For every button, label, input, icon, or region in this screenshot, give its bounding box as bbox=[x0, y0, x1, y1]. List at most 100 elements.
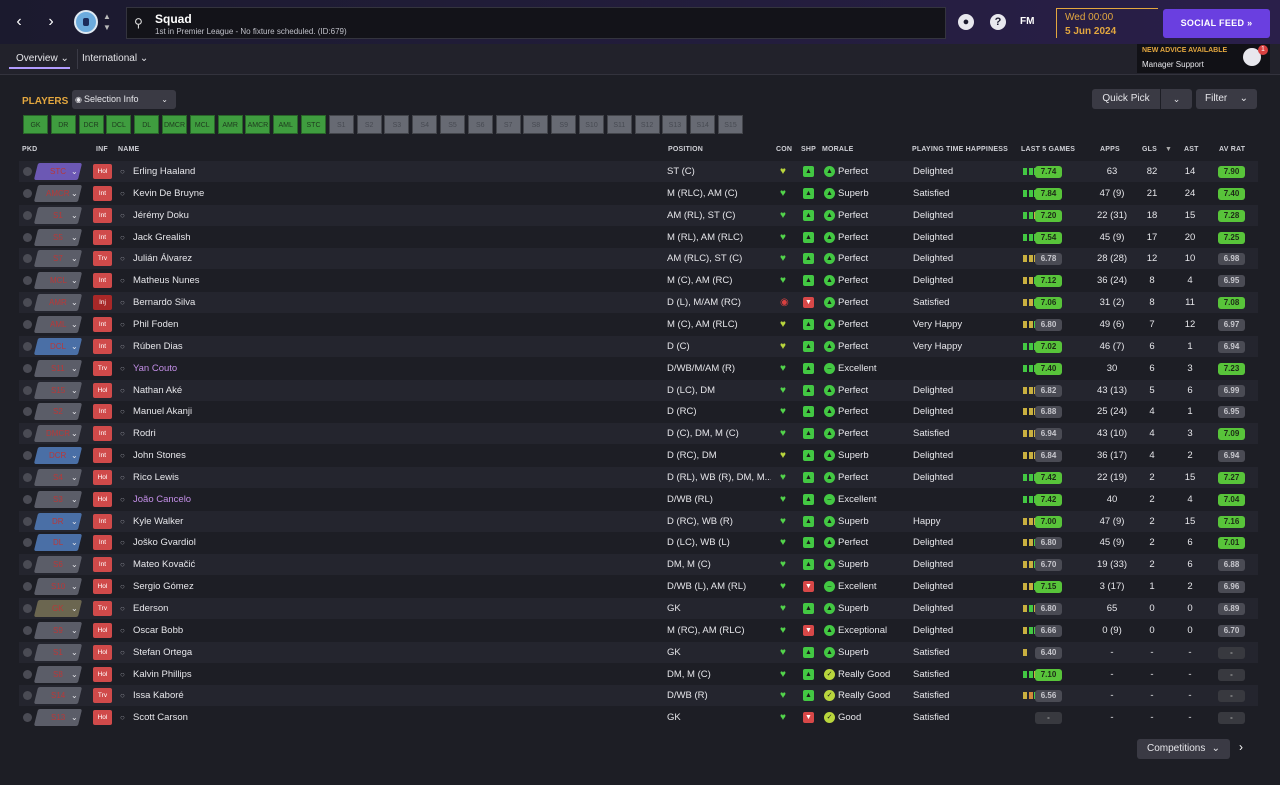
info-badge[interactable]: Inj bbox=[93, 295, 112, 311]
select-checkbox[interactable] bbox=[23, 363, 32, 373]
select-checkbox[interactable] bbox=[23, 429, 32, 439]
position-chip[interactable]: STC bbox=[301, 115, 326, 134]
chevron-down-icon[interactable]: ⌄ bbox=[71, 713, 78, 723]
table-row[interactable]: S5 ⌄ Int ○ Jack Grealish M (RL), AM (RLC) ♥ ▲ ▲ P… bbox=[19, 227, 1258, 248]
info-badge[interactable]: Int bbox=[93, 185, 112, 201]
position-chip[interactable]: MCL bbox=[189, 115, 215, 134]
select-checkbox[interactable] bbox=[23, 232, 32, 242]
select-checkbox[interactable] bbox=[23, 691, 32, 701]
club-badge-icon[interactable] bbox=[74, 10, 98, 34]
info-badge[interactable]: Hol bbox=[93, 579, 112, 595]
position-chip[interactable]: S4 bbox=[412, 115, 438, 134]
select-checkbox[interactable] bbox=[23, 319, 32, 329]
info-badge[interactable]: Trv bbox=[93, 601, 112, 616]
game-date[interactable]: Wed 00:00 5 Jun 2024 bbox=[1056, 8, 1158, 38]
player-name[interactable]: Phil Foden bbox=[133, 318, 179, 330]
table-row[interactable]: S4 ⌄ Hol ○ Rico Lewis D (RL), WB (R), DM, M..… bbox=[19, 466, 1258, 488]
table-row[interactable]: AML ⌄ Int ○ Phil Foden M (C), AM (RLC) ♥ ▲ ▲ Perf… bbox=[19, 314, 1258, 335]
position-chip[interactable]: S11 bbox=[606, 115, 632, 134]
player-name[interactable]: Joško Gvardiol bbox=[133, 537, 196, 549]
position-chip[interactable]: S8 bbox=[523, 115, 549, 134]
info-badge[interactable]: Hol bbox=[93, 382, 112, 398]
info-badge[interactable]: Int bbox=[93, 338, 112, 354]
player-name[interactable]: Rodri bbox=[133, 428, 156, 440]
table-row[interactable]: AMCR ⌄ Int ○ Kevin De Bruyne M (RLC), AM (C) ♥… bbox=[19, 183, 1258, 204]
col-shp[interactable]: SHP bbox=[801, 146, 816, 153]
player-name[interactable]: Rúben Dias bbox=[133, 340, 183, 352]
help-icon[interactable]: ? bbox=[990, 14, 1006, 30]
player-name[interactable]: Kalvin Phillips bbox=[133, 668, 192, 680]
col-happiness[interactable]: PLAYING TIME HAPPINESS bbox=[912, 146, 1008, 153]
select-checkbox[interactable] bbox=[23, 298, 32, 308]
col-pkd[interactable]: PKD bbox=[22, 146, 38, 153]
select-checkbox[interactable] bbox=[23, 407, 32, 417]
chevron-right-icon[interactable]: › bbox=[1239, 740, 1243, 754]
info-badge[interactable]: Trv bbox=[93, 688, 112, 704]
table-row[interactable]: S2 ⌄ Int ○ Manuel Akanji D (RC) ♥ ▲ ▲ Perfect Deli… bbox=[19, 401, 1258, 422]
chevron-down-icon[interactable]: ⌄ bbox=[71, 298, 78, 308]
chevron-down-icon[interactable]: ⌄ bbox=[71, 429, 78, 439]
info-badge[interactable]: Hol bbox=[93, 469, 112, 485]
player-name[interactable]: John Stones bbox=[133, 450, 186, 462]
chevron-down-icon[interactable]: ⌄ bbox=[71, 363, 78, 373]
select-checkbox[interactable] bbox=[23, 713, 32, 723]
table-row[interactable]: S9 ⌄ Hol ○ Oscar Bobb M (RC), AM (RLC) ♥ ▼ ▲ Exce… bbox=[19, 620, 1258, 641]
table-row[interactable]: DCL ⌄ Int ○ Rúben Dias D (C) ♥ ▲ ▲ Perfect Very Ha… bbox=[19, 335, 1258, 357]
player-name[interactable]: Kyle Walker bbox=[133, 515, 184, 527]
chevron-down-icon[interactable]: ⌄ bbox=[71, 604, 78, 613]
forward-arrow-icon[interactable]: › bbox=[48, 13, 54, 30]
quick-pick-button[interactable]: Quick Pick bbox=[1092, 89, 1160, 109]
chevron-down-icon[interactable]: ⌄ bbox=[71, 691, 78, 701]
select-checkbox[interactable] bbox=[23, 341, 32, 351]
info-badge[interactable]: Hol bbox=[93, 666, 112, 682]
select-checkbox[interactable] bbox=[23, 647, 32, 657]
table-row[interactable]: S15 ⌄ Hol ○ Nathan Aké D (LC), DM ♥ ▲ ▲ Perfect De… bbox=[19, 379, 1258, 401]
player-name[interactable]: Oscar Bobb bbox=[133, 624, 184, 636]
info-badge[interactable]: Int bbox=[93, 207, 112, 223]
info-badge[interactable]: Hol bbox=[93, 164, 112, 179]
position-chip[interactable]: AMCR bbox=[245, 115, 271, 134]
select-checkbox[interactable] bbox=[23, 516, 32, 526]
table-row[interactable]: S6 ⌄ Int ○ Mateo Kovačić DM, M (C) ♥ ▲ ▲ Superb De… bbox=[19, 554, 1258, 576]
chevron-down-icon[interactable]: ⌄ bbox=[71, 494, 78, 504]
chevron-down-icon[interactable]: ⌄ bbox=[71, 451, 78, 461]
social-feed-button[interactable]: SOCIAL FEED » bbox=[1163, 9, 1270, 38]
table-row[interactable]: S8 ⌄ Hol ○ Kalvin Phillips DM, M (C) ♥ ▲ ✓ Really… bbox=[19, 664, 1258, 685]
table-row[interactable]: S14 ⌄ Trv ○ Issa Kaboré D/WB (R) ♥ ▲ ✓ Really Goo… bbox=[19, 685, 1258, 707]
player-name[interactable]: Erling Haaland bbox=[133, 166, 196, 177]
player-name[interactable]: Sergio Gómez bbox=[133, 581, 194, 593]
table-row[interactable]: S7 ⌄ Trv ○ Julián Álvarez AM (RLC), ST (C) ♥ ▲ ▲… bbox=[19, 248, 1258, 270]
player-name[interactable]: Jérémy Doku bbox=[133, 209, 189, 221]
info-badge[interactable]: Hol bbox=[93, 491, 112, 507]
player-name[interactable]: Stefan Ortega bbox=[133, 646, 193, 658]
info-badge[interactable]: Int bbox=[93, 426, 112, 442]
col-ast[interactable]: AST bbox=[1184, 146, 1199, 153]
chevron-down-icon[interactable]: ⌄ bbox=[71, 516, 78, 526]
position-chip[interactable]: S9 bbox=[551, 115, 577, 134]
info-badge[interactable]: Int bbox=[93, 448, 112, 464]
position-chip[interactable]: S2 bbox=[356, 115, 382, 134]
col-con[interactable]: CON bbox=[776, 146, 793, 153]
select-checkbox[interactable] bbox=[23, 604, 32, 613]
select-checkbox[interactable] bbox=[23, 188, 32, 198]
competitions-button[interactable]: Competitions ⌄ bbox=[1137, 739, 1230, 759]
chevron-down-icon[interactable]: ⌄ bbox=[71, 341, 78, 351]
position-chip[interactable]: S12 bbox=[634, 115, 660, 134]
player-name[interactable]: Rico Lewis bbox=[133, 471, 179, 483]
col-inf[interactable]: INF bbox=[96, 146, 108, 153]
chevron-down-icon[interactable]: ⌄ bbox=[71, 319, 78, 329]
select-checkbox[interactable] bbox=[23, 538, 32, 548]
table-row[interactable]: STC ⌄ Hol ○ Erling Haaland ST (C) ♥ ▲ ▲ Perfect De… bbox=[19, 161, 1258, 182]
chevron-down-icon[interactable]: ⌄ bbox=[71, 582, 78, 592]
info-badge[interactable]: Int bbox=[93, 557, 112, 573]
info-badge[interactable]: Hol bbox=[93, 622, 112, 638]
col-morale[interactable]: MORALE bbox=[822, 146, 854, 153]
table-row[interactable]: S1 ⌄ Int ○ Jérémy Doku AM (RL), ST (C) ♥ ▲ ▲ Perf… bbox=[19, 204, 1258, 226]
select-checkbox[interactable] bbox=[23, 254, 32, 264]
back-arrow-icon[interactable]: ‹ bbox=[16, 13, 22, 30]
table-row[interactable]: DR ⌄ Int ○ Kyle Walker D (RC), WB (R) ♥ ▲ ▲ Super… bbox=[19, 510, 1258, 532]
chevron-down-icon[interactable]: ⌄ bbox=[71, 385, 78, 395]
chevron-down-icon[interactable]: ⌄ bbox=[71, 167, 78, 176]
position-chip[interactable]: S10 bbox=[579, 115, 604, 134]
info-badge[interactable]: Int bbox=[93, 273, 112, 289]
